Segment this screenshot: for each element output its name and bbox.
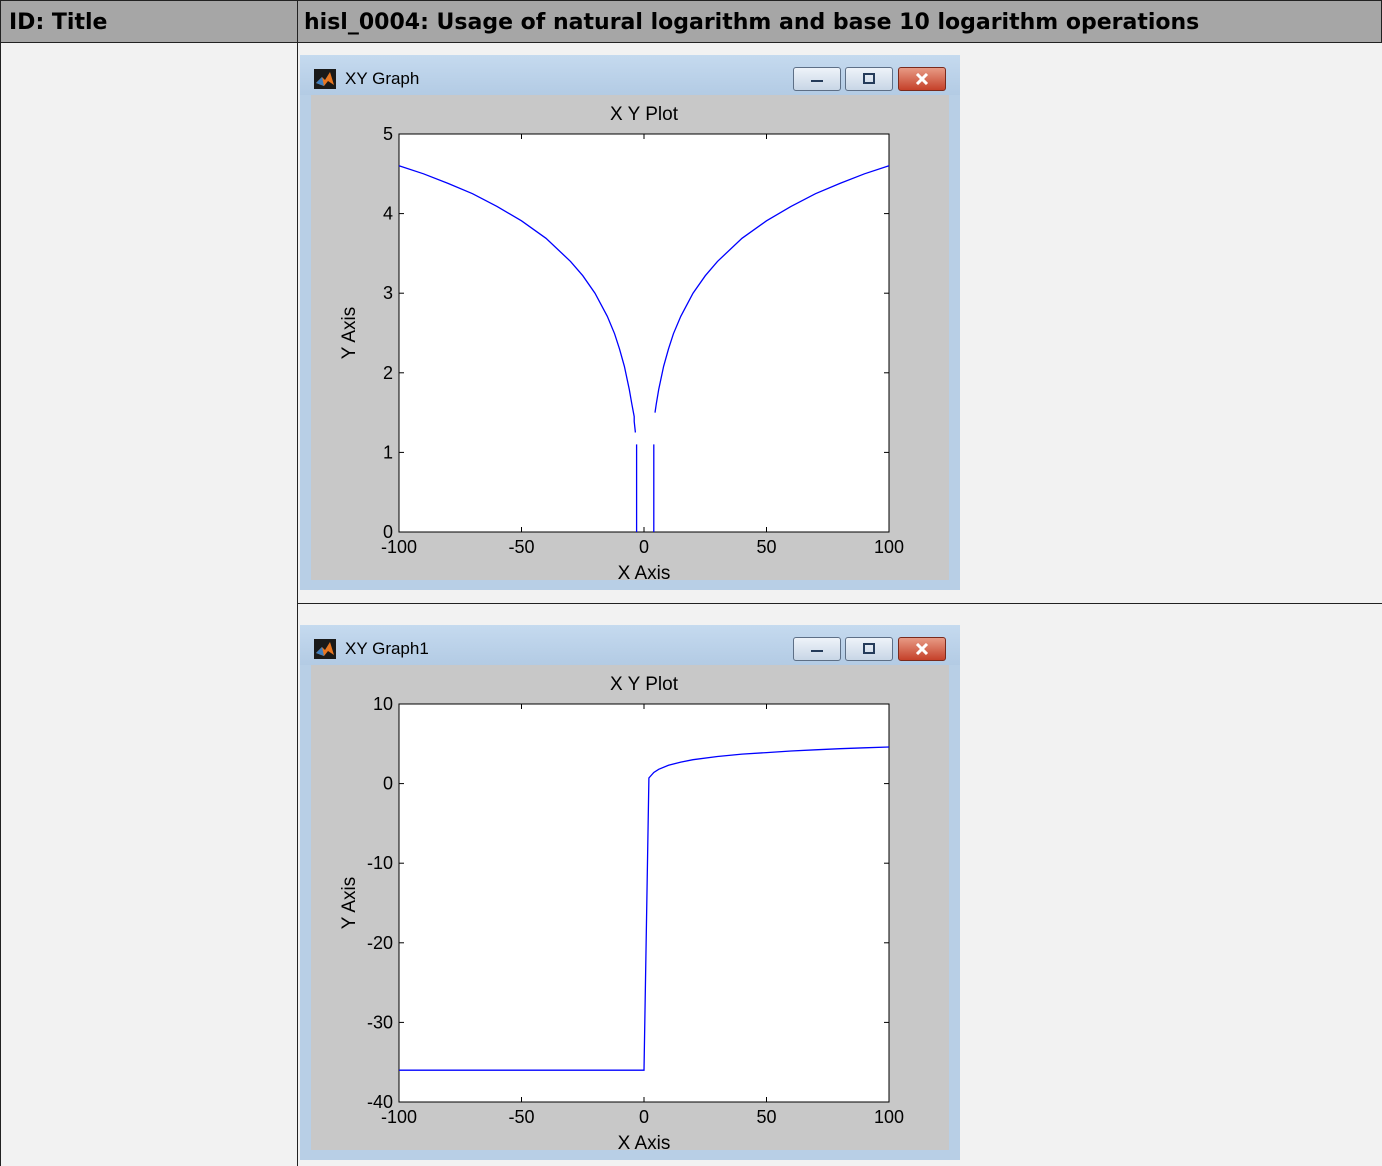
y-axis-label: Y Axis: [339, 877, 360, 929]
chart-title: X Y Plot: [610, 674, 679, 695]
y-tick-label: 3: [383, 283, 393, 303]
y-tick-label: -40: [367, 1092, 393, 1112]
matlab-icon: [314, 639, 336, 659]
chart-title: X Y Plot: [610, 104, 679, 125]
plot-background: [398, 133, 890, 533]
x-axis-label: X Axis: [618, 1133, 671, 1150]
xy-graph-window: XY Graph X Y Plot -100 -50 0 50 100 0 1 2 3 4 5 X Ax…: [300, 55, 960, 590]
y-tick-label: 2: [383, 363, 393, 383]
column-divider: [297, 43, 298, 1166]
window-titlebar[interactable]: XY Graph1: [300, 625, 960, 665]
minimize-button[interactable]: [793, 637, 841, 661]
matlab-icon: [314, 69, 336, 89]
maximize-icon: [863, 73, 875, 84]
series-line: [398, 165, 637, 433]
close-button[interactable]: [898, 67, 946, 91]
minimize-icon: [811, 650, 823, 652]
maximize-icon: [863, 643, 875, 654]
window-title: XY Graph: [345, 69, 420, 88]
header-id-title: ID: Title: [0, 0, 298, 43]
y-tick-label: 4: [383, 204, 393, 224]
x-tick-label: -100: [381, 537, 417, 557]
y-tick-label: 10: [373, 694, 393, 714]
series-line: [654, 165, 890, 413]
y-tick-label: -20: [367, 933, 393, 953]
maximize-button[interactable]: [845, 637, 893, 661]
y-tick-label: 5: [383, 124, 393, 144]
close-button[interactable]: [898, 637, 946, 661]
x-tick-label: 100: [874, 537, 904, 557]
y-tick-label: -30: [367, 1012, 393, 1032]
window-title: XY Graph1: [345, 639, 429, 658]
x-tick-label: 0: [639, 1107, 649, 1127]
close-icon: [915, 643, 929, 655]
plot-area: X Y Plot -100 -50 0 50 100 -40 -30 -20 -10 0 10 X Ax…: [311, 665, 949, 1150]
maximize-button[interactable]: [845, 67, 893, 91]
minimize-button[interactable]: [793, 67, 841, 91]
y-tick-label: -10: [367, 853, 393, 873]
series-line: [399, 746, 890, 1071]
y-axis-label: Y Axis: [339, 307, 360, 359]
minimize-icon: [811, 80, 823, 82]
x-tick-label: 0: [639, 537, 649, 557]
row-divider: [297, 603, 1382, 604]
y-tick-label: 1: [383, 442, 393, 462]
close-icon: [915, 73, 929, 85]
xy-plot-chart: X Y Plot -100 -50 0 50 100 0 1 2 3 4 5 X Axis Y Axis: [339, 104, 904, 580]
table-left-border: [0, 43, 1, 1166]
header-guideline-title: hisl_0004: Usage of natural logarithm an…: [297, 0, 1382, 43]
x-tick-label: -50: [508, 1107, 534, 1127]
x-tick-label: -100: [381, 1107, 417, 1127]
x-tick-label: 50: [756, 1107, 776, 1127]
plot-area: X Y Plot -100 -50 0 50 100 0 1 2 3 4 5 X Axis Y Axis: [311, 95, 949, 580]
window-titlebar[interactable]: XY Graph: [300, 55, 960, 95]
x-tick-label: -50: [508, 537, 534, 557]
x-tick-label: 100: [874, 1107, 904, 1127]
x-tick-label: 50: [756, 537, 776, 557]
y-tick-label: 0: [383, 774, 393, 794]
y-tick-label: 0: [383, 522, 393, 542]
xy-graph1-window: XY Graph1 X Y Plot -100 -50 0 50 100 -40 -30 -20…: [300, 625, 960, 1160]
x-axis-label: X Axis: [618, 563, 671, 580]
